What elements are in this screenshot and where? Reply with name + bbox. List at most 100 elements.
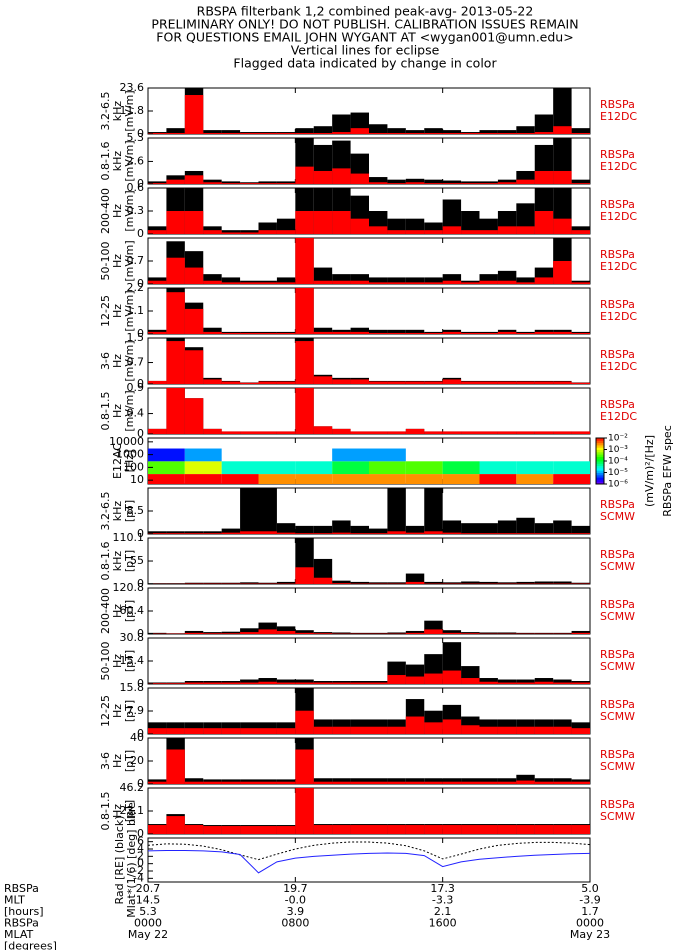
bar xyxy=(571,582,590,584)
y-tick-label: 6 xyxy=(137,835,144,848)
bar xyxy=(461,133,480,134)
y-axis-label: Hz xyxy=(111,704,124,718)
heatmap-cell xyxy=(295,474,333,484)
bar xyxy=(148,583,167,584)
bar xyxy=(534,781,554,784)
bar xyxy=(553,520,572,534)
bar xyxy=(148,531,167,534)
bar xyxy=(387,582,406,584)
y-axis-label: 0.8-1.6 xyxy=(99,142,112,181)
bar xyxy=(313,577,333,584)
bar xyxy=(571,183,590,184)
colorbar-step xyxy=(596,442,604,446)
panel xyxy=(148,738,590,784)
bar xyxy=(461,331,480,334)
bar xyxy=(387,531,406,534)
heatmap-cell xyxy=(258,474,296,484)
bar xyxy=(313,331,333,334)
bar xyxy=(405,428,425,434)
y-axis-label: 0.8-1.5 xyxy=(99,392,112,431)
bar xyxy=(479,726,498,734)
bar xyxy=(479,632,498,634)
y-tick-label: 0 xyxy=(137,777,144,790)
bar xyxy=(276,230,296,234)
bar xyxy=(497,778,517,784)
y-axis-label: 50-100 xyxy=(99,242,112,281)
line-series xyxy=(148,841,590,861)
bar xyxy=(276,781,296,784)
bar xyxy=(166,257,185,284)
x-tick-label: 19.7 xyxy=(283,882,308,895)
bar xyxy=(516,825,535,834)
bar xyxy=(203,826,222,834)
bar xyxy=(350,682,369,684)
bar xyxy=(240,826,259,834)
bar xyxy=(516,581,535,584)
y-tick-label: 0 xyxy=(137,277,144,290)
bar xyxy=(534,381,554,384)
bar xyxy=(258,133,277,134)
bar xyxy=(313,726,333,734)
x-tick-label: 1600 xyxy=(429,917,457,930)
bar xyxy=(534,170,554,184)
bar xyxy=(295,533,314,534)
bar xyxy=(350,331,369,334)
bar xyxy=(461,825,480,834)
colorbar-step xyxy=(596,454,604,457)
y-tick-label: 30.8 xyxy=(120,631,145,644)
y-tick-label: 0 xyxy=(137,177,144,190)
bar xyxy=(276,679,296,684)
y-tick-label: 2 xyxy=(137,849,144,862)
panel xyxy=(148,138,590,184)
y-axis-label: [pT] xyxy=(123,750,136,772)
colorbar-label: 10⁻³ xyxy=(608,445,628,455)
bar xyxy=(424,778,443,784)
side-label: RBSPa xyxy=(600,548,635,561)
bar xyxy=(461,533,480,534)
bar xyxy=(166,816,185,834)
bar xyxy=(497,331,517,334)
bar xyxy=(369,582,388,584)
y-axis-label: kHz xyxy=(111,501,124,522)
bar xyxy=(571,781,590,784)
bar xyxy=(166,133,185,134)
bar xyxy=(516,774,535,784)
y-axis-label: 3.2-6.5 xyxy=(99,92,112,131)
bar xyxy=(571,179,590,184)
bar xyxy=(276,532,296,534)
colorbar-step xyxy=(596,467,604,471)
bar xyxy=(405,825,425,834)
bar xyxy=(240,781,259,784)
bar xyxy=(258,222,277,234)
bar xyxy=(369,533,388,534)
bar xyxy=(497,280,517,284)
bar xyxy=(258,681,277,684)
bar xyxy=(313,533,333,534)
bar xyxy=(516,226,535,234)
bar xyxy=(295,632,314,634)
bar xyxy=(184,267,204,284)
bar xyxy=(276,181,296,184)
bar xyxy=(350,632,369,634)
bar xyxy=(442,130,462,134)
heatmap-cell xyxy=(295,461,333,475)
bar xyxy=(148,632,167,634)
heatmap-cell xyxy=(184,461,222,475)
bar xyxy=(405,716,425,734)
panel xyxy=(148,642,590,684)
heatmap-cell xyxy=(332,448,369,462)
bar xyxy=(221,826,241,834)
bar xyxy=(184,211,204,234)
y-axis-label: Hz xyxy=(111,354,124,368)
bar xyxy=(276,728,296,734)
bar xyxy=(221,277,241,284)
side-label: RBSPa xyxy=(600,798,635,811)
bar xyxy=(534,277,554,284)
bar xyxy=(497,679,517,684)
heatmap-cell xyxy=(516,461,554,475)
bar xyxy=(313,633,333,634)
bar xyxy=(332,428,351,434)
row-label: [degrees] xyxy=(4,940,57,950)
y-axis-label: [pT] xyxy=(123,600,136,622)
side-label: E12DC xyxy=(600,410,637,423)
